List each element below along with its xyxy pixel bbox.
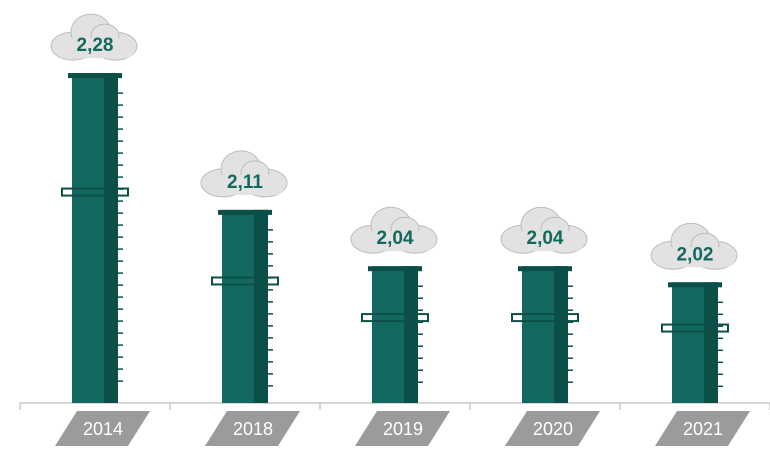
value-label: 2,04 <box>527 228 564 249</box>
x-tick-label: 2019 <box>383 419 423 439</box>
cloud <box>650 222 738 270</box>
cloud-body <box>505 231 585 252</box>
chimney-shade <box>104 73 118 404</box>
platform <box>61 187 129 197</box>
chimney-shade <box>254 209 268 403</box>
cloud-body <box>655 247 735 268</box>
chimney-cap <box>68 73 122 79</box>
platform <box>211 276 279 286</box>
category-tag <box>55 411 150 446</box>
chimney-shade <box>554 266 568 403</box>
cloud <box>200 150 288 198</box>
x-tick-label: 2018 <box>233 419 273 439</box>
platform <box>511 313 579 323</box>
x-tick-label: 2014 <box>83 419 123 439</box>
cloud <box>50 13 138 61</box>
value-label: 2,11 <box>227 172 263 193</box>
chimney-cap <box>668 282 722 288</box>
platform <box>361 313 429 323</box>
chimney-cap <box>218 209 272 215</box>
chimney-shade <box>704 282 718 403</box>
x-tick-label: 2021 <box>683 419 723 439</box>
cloud-body <box>205 174 285 195</box>
value-label: 2,04 <box>377 228 414 249</box>
value-label: 2,28 <box>77 35 114 56</box>
cloud <box>500 206 588 254</box>
x-tick-label: 2020 <box>533 419 573 439</box>
category-tag <box>205 411 300 446</box>
chimney-shade <box>404 266 418 403</box>
value-label: 2,02 <box>677 244 714 265</box>
cloud <box>350 206 438 254</box>
category-tag <box>655 411 750 446</box>
category-tag <box>355 411 450 446</box>
platform <box>661 323 729 333</box>
category-tag <box>505 411 600 446</box>
cloud-body <box>355 231 435 252</box>
chimney-cap <box>518 266 572 272</box>
cloud-body <box>55 38 135 59</box>
chimney-cap <box>368 266 422 272</box>
